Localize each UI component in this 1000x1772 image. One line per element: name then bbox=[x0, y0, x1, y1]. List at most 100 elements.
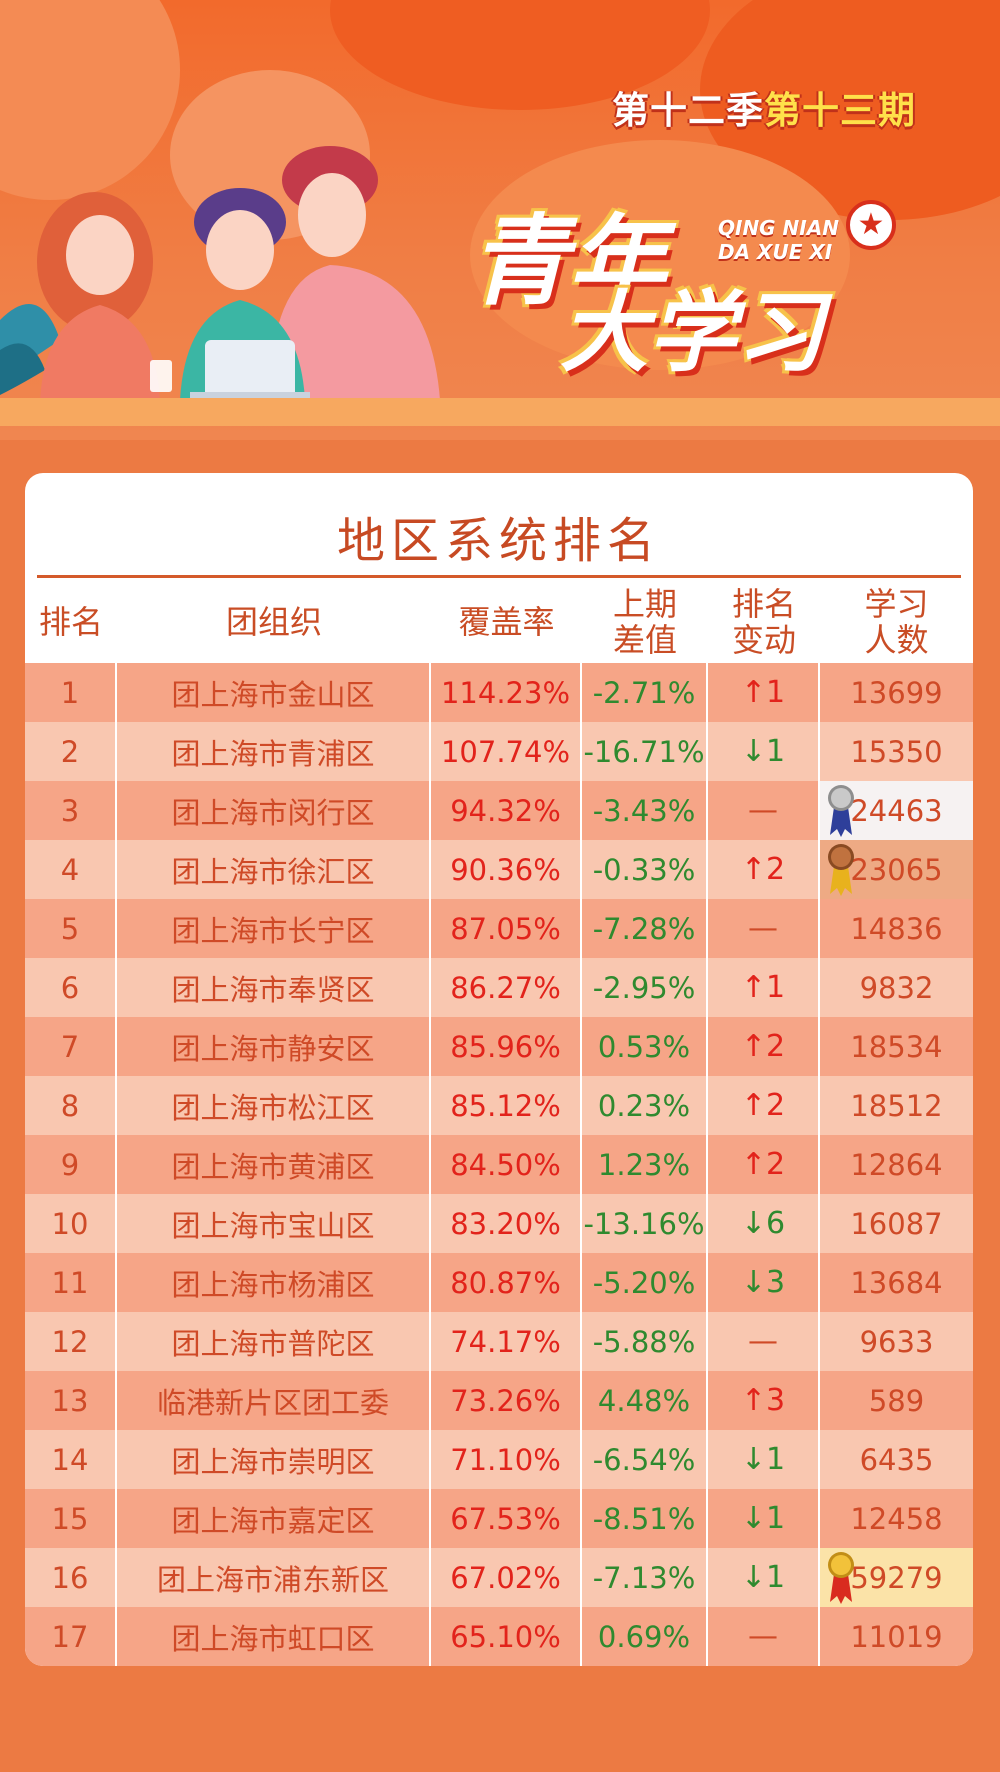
coverage-cell: 80.87% bbox=[431, 1253, 582, 1312]
coverage-cell: 85.12% bbox=[431, 1076, 582, 1135]
diff-cell: 0.69% bbox=[582, 1607, 708, 1666]
learners-cell: 59279 bbox=[820, 1548, 973, 1607]
silver-medal-icon bbox=[828, 785, 854, 837]
diff-cell: -7.13% bbox=[582, 1548, 708, 1607]
season-label: 第十二季第十三期 bbox=[612, 80, 916, 134]
learners-cell: 12458 bbox=[850, 1501, 943, 1536]
diff-cell: -6.54% bbox=[582, 1430, 708, 1489]
rank-cell: 4 bbox=[25, 840, 117, 899]
org-cell: 团上海市崇明区 bbox=[117, 1430, 431, 1489]
coverage-cell: 74.17% bbox=[431, 1312, 582, 1371]
diff-cell: -7.28% bbox=[582, 899, 708, 958]
header-org: 团组织 bbox=[225, 603, 322, 641]
coverage-cell: 114.23% bbox=[431, 663, 582, 722]
rank-cell: 8 bbox=[25, 1076, 117, 1135]
table-row: 2 团上海市青浦区 107.74% -16.71% ↓1 15350 bbox=[25, 722, 973, 781]
learners-cell: 9633 bbox=[859, 1324, 934, 1359]
coverage-cell: 87.05% bbox=[431, 899, 582, 958]
diff-cell: -2.95% bbox=[582, 958, 708, 1017]
diff-cell: -13.16% bbox=[582, 1194, 708, 1253]
rank-change-cell: ↓1 bbox=[708, 722, 820, 781]
pinyin-line-1: QING NIAN bbox=[718, 216, 839, 240]
org-cell: 团上海市徐汇区 bbox=[117, 840, 431, 899]
org-cell: 团上海市浦东新区 bbox=[117, 1548, 431, 1607]
background-blob bbox=[470, 140, 850, 370]
header-rank: 排名 bbox=[38, 603, 103, 641]
diff-cell: -5.20% bbox=[582, 1253, 708, 1312]
learners-cell: 24463 bbox=[820, 781, 973, 840]
learners-cell: 9832 bbox=[859, 970, 934, 1005]
coverage-cell: 71.10% bbox=[431, 1430, 582, 1489]
rank-cell: 5 bbox=[25, 899, 117, 958]
table-row: 3 团上海市闵行区 94.32% -3.43% —24463 bbox=[25, 781, 973, 840]
rank-change-cell: ↓3 bbox=[708, 1253, 820, 1312]
rank-cell: 6 bbox=[25, 958, 117, 1017]
diff-cell: -16.71% bbox=[582, 722, 708, 781]
learners-cell: 589 bbox=[868, 1383, 925, 1418]
table-row: 15 团上海市嘉定区 67.53% -8.51% ↓1 12458 bbox=[25, 1489, 973, 1548]
rank-change-cell: ↑1 bbox=[708, 958, 820, 1017]
coverage-cell: 94.32% bbox=[431, 781, 582, 840]
ranking-table: 排名 团组织 覆盖率 上期 差值 排名 变动 学习 人数 1 团上海市金山区 114… bbox=[25, 581, 973, 1666]
rank-change-cell: ↓6 bbox=[708, 1194, 820, 1253]
coverage-cell: 90.36% bbox=[431, 840, 582, 899]
learners-cell: 18534 bbox=[850, 1029, 943, 1064]
rank-change-cell: ↑2 bbox=[708, 840, 820, 899]
learners-cell: 13684 bbox=[850, 1265, 943, 1300]
rank-change-cell: ↑2 bbox=[708, 1076, 820, 1135]
org-cell: 临港新片区团工委 bbox=[117, 1371, 431, 1430]
org-cell: 团上海市虹口区 bbox=[117, 1607, 431, 1666]
logo-line-2: 大学习 bbox=[560, 281, 825, 384]
rank-cell: 2 bbox=[25, 722, 117, 781]
title-divider bbox=[37, 575, 961, 578]
org-cell: 团上海市长宁区 bbox=[117, 899, 431, 958]
coverage-cell: 83.20% bbox=[431, 1194, 582, 1253]
header-change: 排名 变动 bbox=[731, 585, 796, 659]
coverage-cell: 67.02% bbox=[431, 1548, 582, 1607]
rank-change-cell: ↑2 bbox=[708, 1135, 820, 1194]
rank-change-cell: ↑1 bbox=[708, 663, 820, 722]
diff-cell: -3.43% bbox=[582, 781, 708, 840]
learners-cell: 11019 bbox=[850, 1619, 943, 1654]
org-cell: 团上海市奉贤区 bbox=[117, 958, 431, 1017]
org-cell: 团上海市金山区 bbox=[117, 663, 431, 722]
table-body: 1 团上海市金山区 114.23% -2.71% ↑1 13699 2 团上海市青浦区 107.… bbox=[25, 663, 973, 1666]
table-row: 12 团上海市普陀区 74.17% -5.88% — 9633 bbox=[25, 1312, 973, 1371]
coverage-cell: 65.10% bbox=[431, 1607, 582, 1666]
table-row: 6 团上海市奉贤区 86.27% -2.95% ↑1 9832 bbox=[25, 958, 973, 1017]
coverage-cell: 107.74% bbox=[431, 722, 582, 781]
org-cell: 团上海市黄浦区 bbox=[117, 1135, 431, 1194]
rank-cell: 17 bbox=[25, 1607, 117, 1666]
table-row: 7 团上海市静安区 85.96% 0.53% ↑2 18534 bbox=[25, 1017, 973, 1076]
org-cell: 团上海市嘉定区 bbox=[117, 1489, 431, 1548]
learners-cell: 23065 bbox=[820, 840, 973, 899]
issue-number: 第十三期 bbox=[764, 89, 916, 132]
learners-cell: 15350 bbox=[850, 734, 943, 769]
table-row: 9 团上海市黄浦区 84.50% 1.23% ↑2 12864 bbox=[25, 1135, 973, 1194]
rank-change-cell: — bbox=[708, 1312, 820, 1371]
org-cell: 团上海市杨浦区 bbox=[117, 1253, 431, 1312]
coverage-cell: 86.27% bbox=[431, 958, 582, 1017]
learners-cell: 6435 bbox=[859, 1442, 934, 1477]
header-banner: 第十二季第十三期 青年 大学习 QING NIAN DA XUE XI ★ bbox=[0, 0, 1000, 440]
logo-line-1: 青年 bbox=[470, 205, 667, 319]
rank-change-cell: ↑3 bbox=[708, 1371, 820, 1430]
rank-change-cell: — bbox=[708, 781, 820, 840]
pinyin-line-2: DA XUE XI bbox=[718, 240, 833, 264]
season-number: 第十二季 bbox=[612, 89, 764, 132]
header-stripe bbox=[0, 398, 1000, 426]
rank-change-cell: — bbox=[708, 899, 820, 958]
rank-change-cell: ↓1 bbox=[708, 1489, 820, 1548]
rank-cell: 12 bbox=[25, 1312, 117, 1371]
ranking-card: 地区系统排名 排名 团组织 覆盖率 上期 差值 排名 变动 学习 人数 1 团上海… bbox=[25, 473, 973, 1666]
header-learners: 学习 人数 bbox=[864, 585, 929, 659]
table-row: 8 团上海市松江区 85.12% 0.23% ↑2 18512 bbox=[25, 1076, 973, 1135]
table-row: 10 团上海市宝山区 83.20% -13.16% ↓6 16087 bbox=[25, 1194, 973, 1253]
rank-change-cell: ↓1 bbox=[708, 1430, 820, 1489]
diff-cell: -8.51% bbox=[582, 1489, 708, 1548]
header-diff: 上期 差值 bbox=[612, 585, 677, 659]
coverage-cell: 84.50% bbox=[431, 1135, 582, 1194]
table-row: 5 团上海市长宁区 87.05% -7.28% — 14836 bbox=[25, 899, 973, 958]
diff-cell: 0.53% bbox=[582, 1017, 708, 1076]
rank-cell: 13 bbox=[25, 1371, 117, 1430]
